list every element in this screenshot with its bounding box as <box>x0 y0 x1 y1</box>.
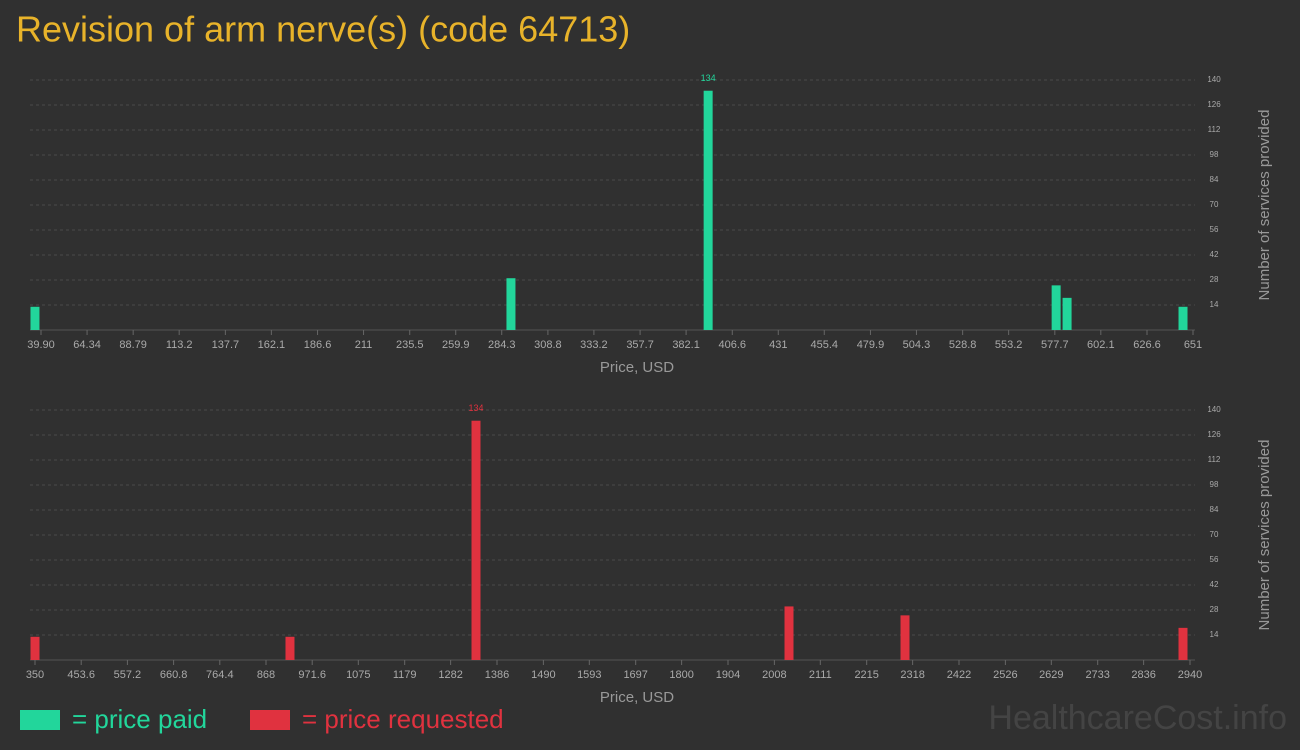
bar <box>784 606 794 660</box>
y-tick-label: 126 <box>1207 430 1221 439</box>
y-tick-label: 42 <box>1210 580 1219 589</box>
x-tick-label: 2215 <box>854 669 878 681</box>
bar <box>285 636 295 660</box>
legend-swatch <box>250 710 290 730</box>
x-tick-label: 137.7 <box>212 339 240 351</box>
bar <box>1178 627 1188 660</box>
x-tick-label: 259.9 <box>442 339 470 351</box>
x-tick-label: 479.9 <box>857 339 885 351</box>
x-tick-label: 333.2 <box>580 339 608 351</box>
legend-label: = price requested <box>302 704 504 734</box>
x-tick-label: 88.79 <box>119 339 147 351</box>
x-tick-label: 2940 <box>1178 669 1202 681</box>
x-tick-label: 1800 <box>669 669 693 681</box>
x-tick-label: 626.6 <box>1133 339 1161 351</box>
x-tick-label: 113.2 <box>166 339 193 351</box>
legend-label: = price paid <box>72 704 207 734</box>
x-tick-label: 528.8 <box>949 339 977 351</box>
x-tick-label: 162.1 <box>258 339 286 351</box>
x-tick-label: 1490 <box>531 669 555 681</box>
x-tick-label: 350 <box>26 669 44 681</box>
y-tick-label: 14 <box>1210 300 1219 309</box>
x-tick-label: 1386 <box>485 669 509 681</box>
x-tick-label: 2111 <box>809 669 832 681</box>
bar <box>1051 285 1061 330</box>
x-tick-label: 868 <box>257 669 275 681</box>
y-tick-label: 112 <box>1208 125 1221 134</box>
y-tick-label: 70 <box>1210 200 1219 209</box>
value-label: 134 <box>468 403 483 413</box>
bar <box>30 636 40 660</box>
y-tick-label: 98 <box>1210 480 1219 489</box>
legend-swatch <box>20 710 60 730</box>
x-tick-label: 557.2 <box>114 669 142 681</box>
x-tick-label: 1075 <box>346 669 370 681</box>
bar <box>30 306 40 330</box>
bar <box>506 278 516 330</box>
bar <box>1062 297 1072 330</box>
x-tick-label: 235.5 <box>396 339 424 351</box>
bar <box>471 420 481 660</box>
x-tick-label: 2733 <box>1085 669 1109 681</box>
x-tick-label: 2318 <box>900 669 924 681</box>
y-tick-label: 98 <box>1210 150 1219 159</box>
x-axis-title: Price, USD <box>600 689 674 706</box>
value-label: 134 <box>701 73 716 83</box>
x-tick-label: 2526 <box>993 669 1017 681</box>
y-tick-label: 28 <box>1210 605 1219 614</box>
x-axis-title: Price, USD <box>600 359 674 376</box>
y-tick-label: 70 <box>1210 530 1219 539</box>
y-tick-label: 112 <box>1208 455 1221 464</box>
y-axis-title: Number of services provided <box>1256 440 1273 631</box>
x-tick-label: 660.8 <box>160 669 188 681</box>
x-tick-label: 431 <box>769 339 787 351</box>
y-tick-label: 56 <box>1210 555 1219 564</box>
x-tick-label: 1179 <box>393 669 417 681</box>
y-tick-label: 14 <box>1210 630 1219 639</box>
x-tick-label: 2422 <box>947 669 971 681</box>
x-tick-label: 382.1 <box>672 339 700 351</box>
x-tick-label: 1904 <box>716 669 740 681</box>
x-tick-label: 1282 <box>438 669 462 681</box>
x-tick-label: 39.90 <box>27 339 55 351</box>
watermark: HealthcareCost.info <box>988 699 1287 737</box>
y-tick-label: 84 <box>1210 505 1219 514</box>
x-tick-label: 455.4 <box>811 339 839 351</box>
x-tick-label: 64.34 <box>73 339 101 351</box>
x-tick-label: 577.7 <box>1041 339 1069 351</box>
y-axis-title: Number of services provided <box>1256 110 1273 301</box>
x-tick-label: 651 <box>1184 339 1202 351</box>
x-tick-label: 284.3 <box>488 339 516 351</box>
x-tick-label: 764.4 <box>206 669 234 681</box>
x-tick-label: 2008 <box>762 669 786 681</box>
y-tick-label: 42 <box>1210 250 1219 259</box>
x-tick-label: 357.7 <box>626 339 654 351</box>
page-title: Revision of arm nerve(s) (code 64713) <box>16 9 630 50</box>
x-tick-label: 186.6 <box>304 339 332 351</box>
y-tick-label: 140 <box>1207 405 1221 414</box>
y-tick-label: 56 <box>1210 225 1219 234</box>
x-tick-label: 504.3 <box>903 339 931 351</box>
y-tick-label: 28 <box>1210 275 1219 284</box>
x-tick-label: 553.2 <box>995 339 1023 351</box>
y-tick-label: 84 <box>1210 175 1219 184</box>
x-tick-label: 2629 <box>1039 669 1063 681</box>
x-tick-label: 1697 <box>623 669 647 681</box>
y-tick-label: 126 <box>1207 100 1221 109</box>
x-tick-label: 2836 <box>1131 669 1155 681</box>
x-tick-label: 211 <box>355 339 373 351</box>
x-tick-label: 971.6 <box>298 669 326 681</box>
x-tick-label: 1593 <box>577 669 601 681</box>
bar <box>900 615 910 660</box>
x-tick-label: 453.6 <box>67 669 95 681</box>
x-tick-label: 406.6 <box>719 339 747 351</box>
bar <box>703 90 713 330</box>
x-tick-label: 308.8 <box>534 339 562 351</box>
x-tick-label: 602.1 <box>1087 339 1115 351</box>
bar <box>1178 306 1188 330</box>
y-tick-label: 140 <box>1207 75 1221 84</box>
